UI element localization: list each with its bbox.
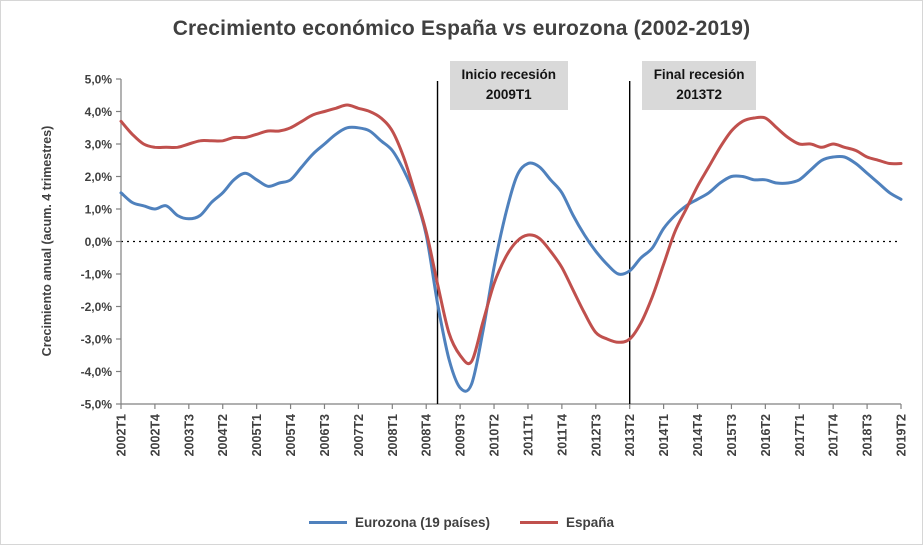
y-tick-label: -3,0% — [81, 333, 113, 347]
x-tick-label: 2003T3 — [182, 414, 196, 456]
annotation-line2: 2009T1 — [485, 87, 532, 103]
x-tick-label: 2002T4 — [148, 414, 162, 456]
x-tick-label: 2008T4 — [420, 414, 434, 456]
x-tick-label: 2011T4 — [555, 414, 569, 456]
x-tick-label: 2017T1 — [793, 414, 807, 456]
x-tick-label: 2007T2 — [352, 414, 366, 456]
series-line-eurozona — [119, 125, 903, 393]
x-tick-label: 2013T2 — [623, 414, 637, 456]
eurozona-line-swatch — [308, 521, 347, 524]
annotation-box: Final recesión 2013T2 — [641, 61, 757, 110]
x-tick-label: 2011T1 — [521, 414, 535, 456]
annotation-line1: Inicio recesión — [461, 67, 557, 82]
x-tick-label: 2010T2 — [488, 414, 502, 456]
espana-line-swatch — [520, 521, 558, 524]
x-tick-label: 2009T3 — [454, 414, 468, 456]
y-tick-label: 3,0% — [85, 138, 113, 152]
y-tick-label: 4,0% — [85, 105, 113, 119]
legend-item-eurozona[interactable]: Eurozona (19 países) — [308, 515, 490, 530]
annotation-line1: Final recesión — [653, 67, 745, 82]
legend-label-eurozona: Eurozona (19 países) — [354, 515, 490, 530]
x-tick-label: 2012T3 — [589, 414, 603, 456]
series-line-espana — [119, 103, 903, 366]
x-tick-label: 2014T1 — [657, 414, 671, 456]
x-tick-label: 2015T3 — [725, 414, 739, 456]
y-tick-label: -1,0% — [81, 268, 113, 282]
annotation-line2: 2013T2 — [676, 87, 722, 103]
x-tick-label: 2006T3 — [318, 414, 332, 456]
y-tick-label: -5,0% — [81, 398, 113, 412]
legend: Eurozona (19 países) España — [1, 515, 922, 530]
x-tick-label: 2019T2 — [895, 414, 909, 456]
y-tick-label: 1,0% — [85, 203, 113, 217]
x-tick-label: 2005T1 — [250, 414, 264, 456]
x-tick-label: 2005T4 — [284, 414, 298, 456]
x-tick-label: 2014T4 — [691, 414, 705, 456]
annotation-box: Inicio recesión 2009T1 — [449, 61, 569, 110]
y-tick-label: -4,0% — [81, 365, 113, 379]
chart-title: Crecimiento económico España vs eurozona… — [172, 17, 751, 40]
x-tick-label: 2002T1 — [115, 414, 129, 456]
y-tick-label: 2,0% — [85, 170, 113, 184]
x-tick-label: 2008T1 — [386, 414, 400, 456]
y-tick-label: -2,0% — [81, 300, 113, 314]
x-tick-label: 2017T4 — [827, 414, 841, 456]
legend-label-espana: España — [566, 515, 615, 530]
y-tick-label: 0,0% — [85, 235, 113, 249]
x-tick-label: 2018T3 — [861, 414, 875, 456]
y-tick-label: 5,0% — [85, 73, 113, 87]
x-tick-label: 2016T2 — [759, 414, 773, 456]
x-tick-label: 2004T2 — [216, 414, 230, 456]
legend-item-espana[interactable]: España — [520, 515, 614, 530]
